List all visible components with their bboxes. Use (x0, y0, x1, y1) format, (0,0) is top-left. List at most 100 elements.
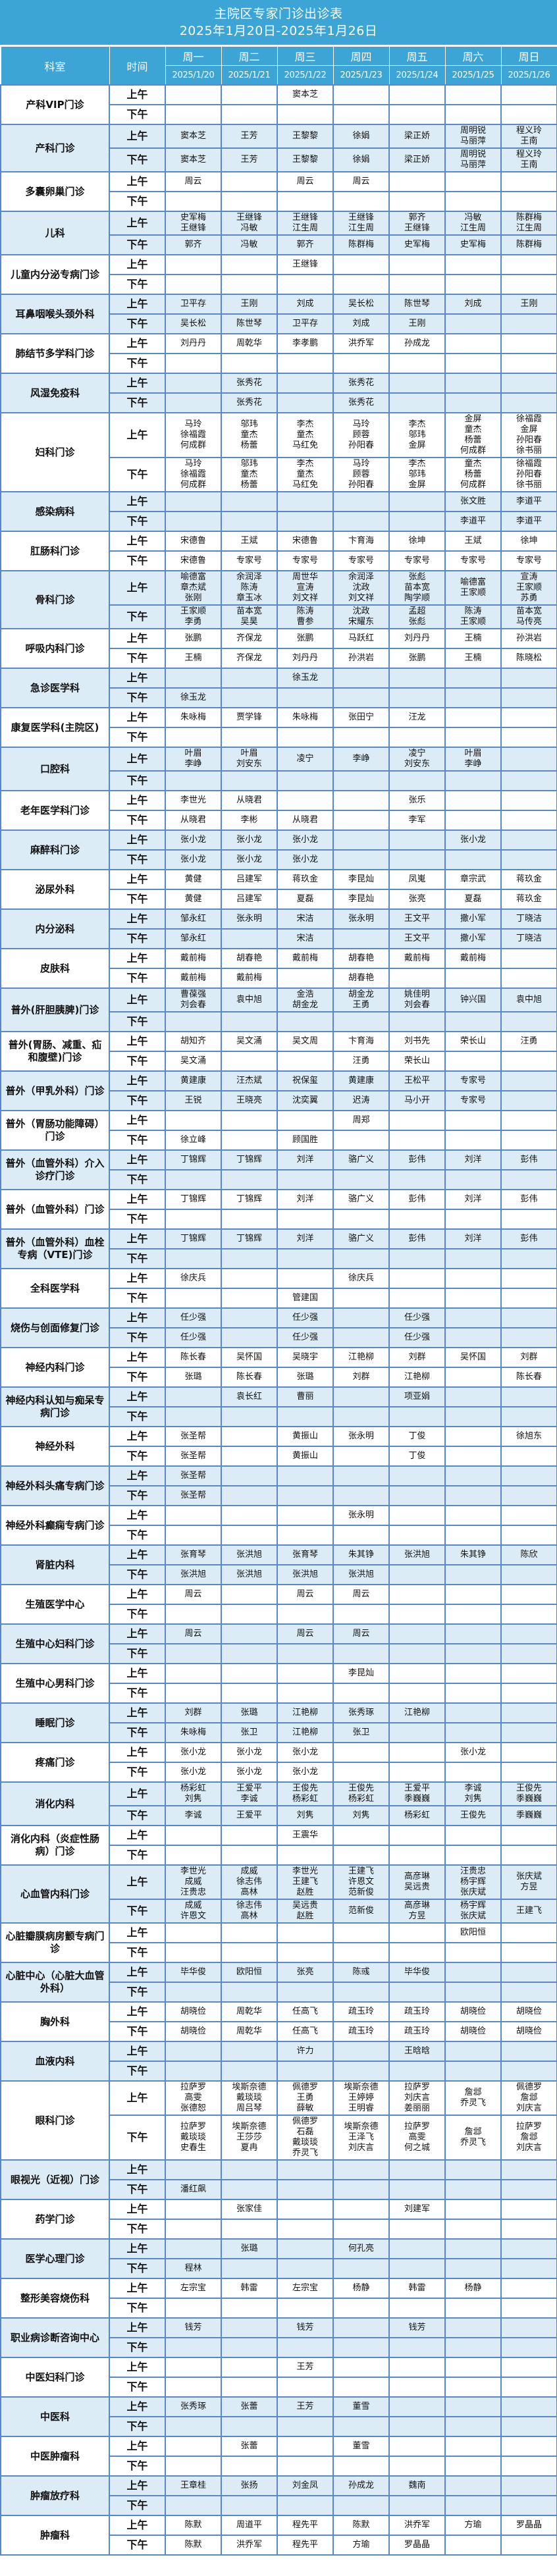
doctor-cell (277, 2456, 334, 2477)
doctor-cell: 周乾华 (221, 333, 278, 354)
doctor-cell: 洪乔军 (388, 2515, 446, 2536)
doctor-cell (444, 1426, 502, 1447)
doctor-cell: 邬玮 童杰 杨蕾 (221, 412, 278, 458)
time-morning: 上午 (109, 1781, 166, 1806)
doctor-cell (500, 1070, 557, 1091)
doctor-cell: 黄建康 (332, 1070, 390, 1091)
time-morning: 上午 (109, 124, 166, 149)
doctor-cell (165, 1825, 222, 1846)
doctor-cell (388, 1623, 446, 1644)
doctor-cell (332, 1845, 390, 1866)
doctor-cell (221, 1982, 278, 2003)
doctor-cell: 李峥 (332, 747, 390, 772)
doctor-cell: 陈晓松 (500, 648, 557, 669)
doctor-cell (444, 2159, 502, 2180)
doctor-cell (221, 1525, 278, 1546)
doctor-cell (165, 1663, 222, 1684)
doctor-cell: 王黎黎 (277, 147, 334, 172)
doctor-cell: 丁锦辉 (221, 1228, 278, 1249)
doctor-cell: 窦本芝 (277, 84, 334, 105)
doctor-cell (388, 2258, 446, 2279)
doctor-cell: 韩雷 (388, 2278, 446, 2299)
doctor-cell: 凌宁 刘安东 (388, 747, 446, 772)
department-row-am: 眼视光（近视）门诊 上午 (0, 2159, 557, 2200)
department-name: 中医妇科门诊 (0, 2357, 110, 2398)
time-morning: 上午 (109, 707, 166, 728)
department-row-am: 皮肤科 上午 戴前梅 胡春艳 戴前梅 胡春艳 戴前梅 戴前梅 (0, 948, 557, 989)
doctor-cell: 潘红飙 (165, 2179, 222, 2200)
doctor-cell: 胡金龙 王勇 (332, 987, 390, 1012)
time-afternoon: 下午 (109, 1564, 166, 1585)
doctor-cell: 王芳 (277, 2396, 334, 2417)
doctor-cell (332, 274, 390, 295)
doctor-cell (277, 511, 334, 532)
doctor-cell: 朱咏梅 (165, 707, 222, 728)
doctor-cell: 李道平 (500, 491, 557, 512)
time-morning: 上午 (109, 531, 166, 552)
doctor-cell: 丁锦辉 (165, 1149, 222, 1170)
doctor-cell (332, 254, 390, 275)
department-name: 妇科门诊 (0, 412, 110, 492)
doctor-cell (221, 1268, 278, 1289)
doctor-cell (332, 1485, 390, 1506)
doctor-cell: 周云 (277, 171, 334, 192)
department-row-pm: 下午 (1, 104, 557, 125)
doctor-cell: 汪贵忠 杨宇辉 张庆斌 (444, 1864, 502, 1900)
doctor-cell (444, 104, 502, 125)
doctor-cell (388, 2416, 446, 2437)
doctor-cell: 王继锋 (277, 254, 334, 275)
doctor-cell: 丁锦辉 (221, 1189, 278, 1210)
department-row-am: 医学心理门诊 上午 张璐 何孔亮 (0, 2238, 557, 2279)
doctor-cell: 张秀琢 (165, 2396, 222, 2417)
doctor-cell: 张洪旭 (165, 1564, 222, 1585)
doctor-cell: 宋洁 (277, 908, 334, 930)
doctor-cell: 张卫 (221, 1722, 278, 1743)
doctor-cell (332, 2495, 390, 2516)
doctor-cell (444, 1525, 502, 1546)
doctor-cell (500, 191, 557, 212)
doctor-cell: 季巍巍 (500, 1805, 557, 1826)
doctor-cell (500, 727, 557, 748)
doctor-cell (332, 1327, 390, 1348)
department-row-pm: 下午 窦本芝 王芳 王黎黎 徐娟 梁正娇 周明锐 马丽萍 程义玲 王南 (1, 147, 557, 172)
doctor-cell (165, 2416, 222, 2437)
doctor-cell (500, 1288, 557, 1309)
doctor-cell: 张田宁 (332, 707, 390, 728)
doctor-cell (332, 849, 390, 870)
doctor-cell (444, 1248, 502, 1269)
doctor-cell (332, 2219, 390, 2240)
doctor-cell (388, 2337, 446, 2358)
doctor-cell (388, 1130, 446, 1151)
doctor-cell (500, 2258, 557, 2279)
doctor-cell (221, 1465, 278, 1486)
doctor-cell (277, 1505, 334, 1526)
doctor-cell (500, 829, 557, 851)
doctor-cell (277, 2219, 334, 2240)
doctor-cell: 疏玉玲 (332, 2021, 390, 2042)
doctor-cell (165, 2495, 222, 2516)
doctor-cell (277, 2179, 334, 2200)
doctor-cell: 任少强 (165, 1307, 222, 1328)
doctor-cell: 胡春艳 (332, 968, 390, 989)
doctor-cell: 刘群 (332, 1367, 390, 1388)
department-row-pm: 下午 戴前梅 戴前梅 胡春艳 (1, 968, 557, 989)
doctor-cell (165, 254, 222, 275)
doctor-cell (332, 2159, 390, 2180)
doctor-cell: 郭齐 (277, 234, 334, 255)
doctor-cell: 李世光 (165, 790, 222, 811)
doctor-cell (388, 2298, 446, 2319)
doctor-cell (221, 2061, 278, 2082)
doctor-cell (221, 2041, 278, 2062)
doctor-cell: 彭伟 (388, 1228, 446, 1249)
doctor-cell: 吴文涌 (165, 1051, 222, 1072)
doctor-cell (165, 2357, 222, 2378)
doctor-cell: 张小龙 (165, 1762, 222, 1783)
doctor-cell (444, 1962, 502, 1983)
doctor-cell: 郭齐 (165, 234, 222, 255)
time-afternoon: 下午 (109, 648, 166, 669)
department-row-am: 康复医学科(主院区) 上午 朱咏梅 贾学锋 朱咏梅 张田宁 汪龙 (0, 707, 557, 748)
doctor-cell (444, 1683, 502, 1704)
time-afternoon: 下午 (109, 2021, 166, 2042)
date-header: 2025/1/21 (221, 65, 278, 86)
doctor-cell (444, 1268, 502, 1289)
